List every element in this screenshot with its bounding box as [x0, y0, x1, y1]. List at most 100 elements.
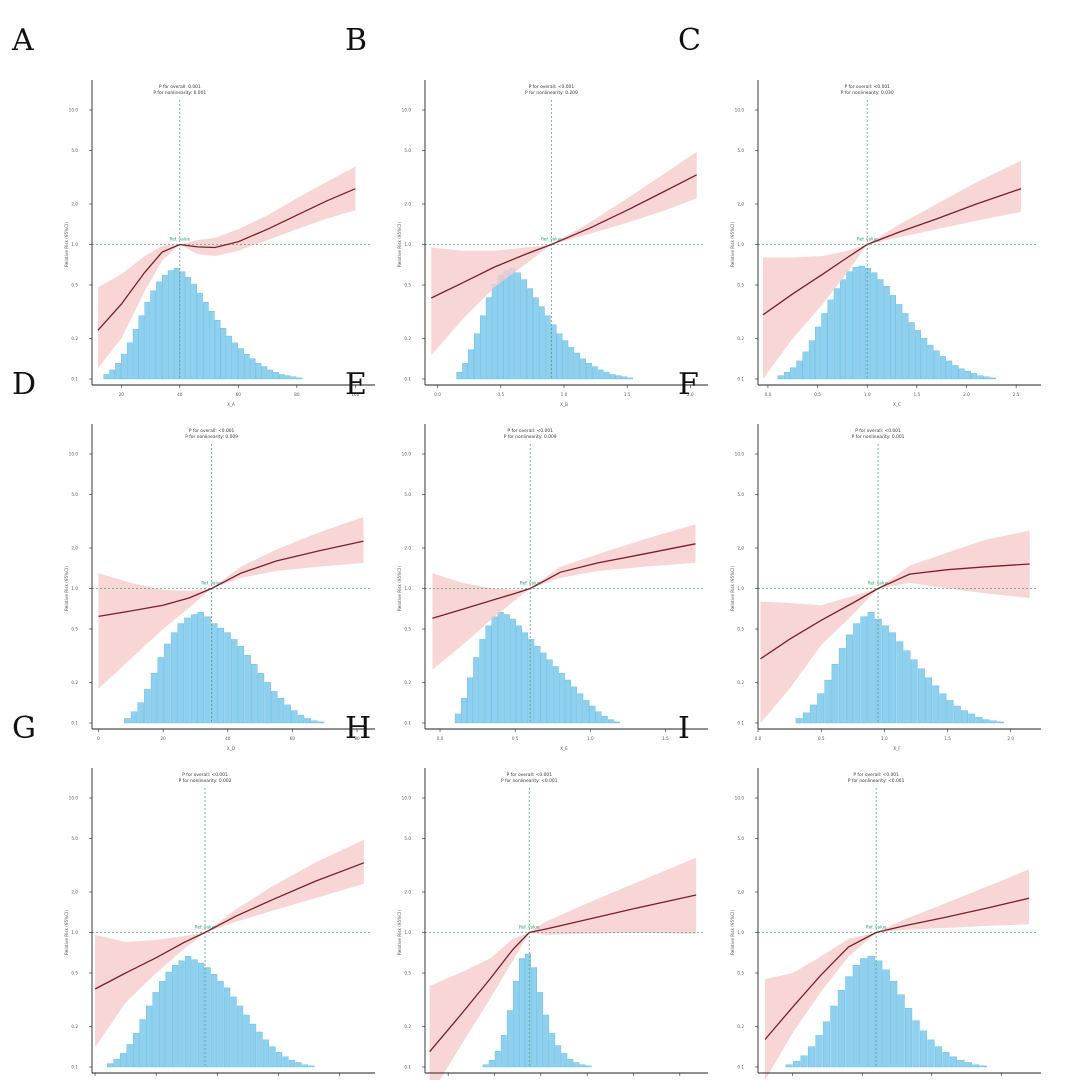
histogram-bar — [889, 295, 897, 380]
histogram-bar — [783, 372, 790, 380]
histogram — [785, 956, 987, 1068]
histogram — [482, 953, 592, 1068]
x-axis-title: X_F — [893, 746, 901, 751]
histogram-bar — [785, 1064, 793, 1068]
histogram-bar — [939, 356, 946, 380]
histogram-bar — [138, 315, 145, 380]
confidence-band — [98, 517, 364, 689]
y-tick-label: 2.0 — [737, 890, 744, 895]
histogram-bar — [881, 625, 889, 724]
y-tick-label: 2.0 — [71, 546, 78, 551]
histogram — [456, 268, 634, 380]
histogram-bar — [132, 329, 139, 380]
histogram-bar — [210, 623, 218, 724]
histogram-bar — [902, 313, 909, 380]
histogram-bar — [595, 711, 602, 724]
y-tick-label: 2.0 — [404, 546, 411, 551]
histogram-bar — [932, 685, 940, 724]
histogram — [777, 265, 996, 380]
y-tick-label: 0.5 — [71, 970, 78, 975]
histogram-bar — [519, 958, 525, 1068]
histogram-bar — [521, 279, 527, 380]
histogram-bar — [197, 962, 205, 1068]
x-tick-label: 0.0 — [434, 392, 441, 397]
x-tick-label: 0.0 — [437, 736, 444, 741]
histogram-bar — [494, 1050, 501, 1068]
y-tick-label: 0.5 — [404, 282, 411, 287]
histogram — [454, 612, 620, 724]
histogram-bar — [903, 650, 911, 724]
histogram-bar — [579, 1064, 586, 1068]
histogram-bar — [249, 358, 256, 380]
x-tick-label: 20 — [160, 736, 166, 741]
y-axis-title: Relative Risk (95%CI) — [64, 566, 69, 611]
histogram-bar — [586, 362, 592, 380]
y-tick-label: 10.0 — [69, 452, 79, 457]
histogram-bar — [882, 969, 890, 1068]
histogram-bar — [115, 362, 121, 380]
histogram-bar — [577, 693, 584, 724]
histogram-bar — [802, 351, 809, 380]
histogram-bar — [852, 965, 860, 1068]
histogram-bar — [295, 1062, 302, 1068]
histogram-bar — [552, 666, 559, 724]
histogram-bar — [568, 347, 575, 380]
legend-p-overall: P for overall: <0.001 — [529, 84, 575, 90]
panel-letter: E — [345, 367, 367, 402]
y-tick-label: 0.1 — [737, 377, 744, 382]
y-tick-label: 5.0 — [71, 492, 78, 497]
confidence-band — [765, 869, 1030, 1080]
y-tick-label: 1.0 — [737, 586, 744, 591]
histogram-bar — [121, 353, 127, 380]
x-tick-label: 0.0 — [755, 736, 762, 741]
histogram-bar — [556, 333, 563, 380]
histogram-bar — [249, 1023, 257, 1068]
histogram-bar — [865, 268, 872, 380]
histogram-bar — [607, 719, 614, 724]
histogram-bar — [953, 705, 961, 724]
histogram-bar — [124, 718, 131, 724]
panel-letter: C — [678, 23, 701, 58]
histogram-bar — [875, 960, 883, 1068]
y-tick-label: 2.0 — [71, 890, 78, 895]
y-tick-label: 1.0 — [737, 930, 744, 935]
x-tick-label: 1.0 — [561, 392, 568, 397]
histogram-bar — [202, 301, 209, 380]
histogram-bar — [528, 639, 535, 724]
fitted-curve — [764, 897, 1030, 1040]
histogram-bar — [282, 1056, 289, 1068]
histogram-bar — [808, 340, 815, 380]
histogram-bar — [972, 1064, 980, 1068]
histogram-bar — [210, 974, 218, 1068]
histogram-bar — [997, 721, 1004, 724]
legend-p-overall: P for overall: <0.001 — [506, 772, 552, 778]
histogram-bar — [479, 315, 486, 380]
histogram-bar — [531, 967, 537, 1068]
reference-value-label: Ref. value — [170, 237, 191, 242]
histogram-bar — [185, 277, 192, 380]
y-tick-label: 2.0 — [404, 202, 411, 207]
histogram-bar — [197, 292, 203, 380]
histogram-bar — [912, 1020, 920, 1068]
histogram-bar — [277, 697, 285, 724]
histogram-bar — [573, 1062, 580, 1068]
y-axis-title: Relative Risk (95%CI) — [397, 566, 402, 611]
histogram-bar — [317, 721, 325, 724]
histogram-bar — [796, 360, 803, 380]
histogram-bar — [592, 366, 598, 380]
reference-value-label: Ref. value — [519, 925, 540, 930]
histogram-bar — [107, 1063, 114, 1068]
fitted-curve — [98, 540, 364, 618]
x-tick-label: 2.0 — [963, 392, 970, 397]
histogram-bar — [558, 673, 565, 724]
histogram-bar — [815, 326, 822, 380]
legend-p-nonlinearity: P for nonlinearity: 0.209 — [525, 90, 578, 96]
x-tick-label: 40 — [225, 736, 231, 741]
histogram-bar — [989, 377, 996, 380]
histogram-bar — [845, 976, 853, 1068]
histogram-bar — [150, 673, 158, 724]
x-tick-label: 0.5 — [814, 392, 821, 397]
histogram-bar — [550, 324, 557, 380]
histogram-bar — [197, 612, 205, 724]
